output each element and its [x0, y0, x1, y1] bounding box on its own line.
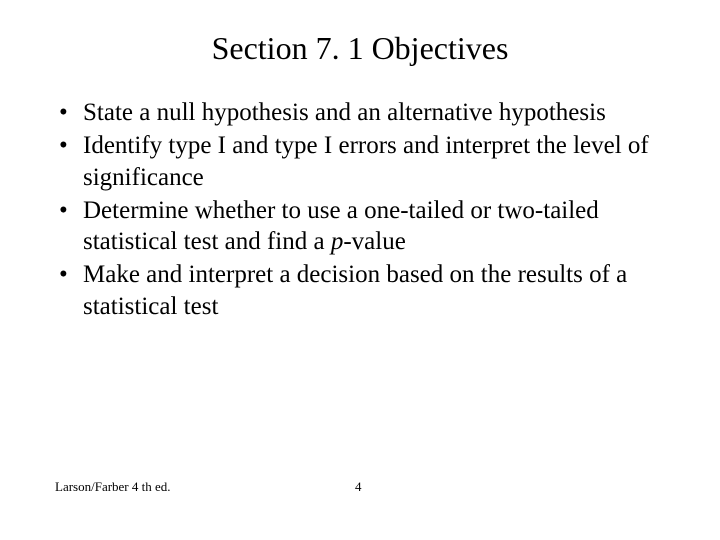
list-item: Make and interpret a decision based on t… [55, 259, 665, 322]
footer-source: Larson/Farber 4 th ed. [55, 479, 171, 495]
list-item-text: Make and interpret a decision based on t… [83, 261, 627, 319]
list-item-italic: p [331, 228, 344, 255]
slide-footer: Larson/Farber 4 th ed. 4 [55, 479, 665, 495]
list-item-text-after: -value [343, 228, 405, 255]
list-item: Identify type I and type I errors and in… [55, 130, 665, 193]
list-item: State a null hypothesis and an alternati… [55, 97, 665, 128]
footer-page-number: 4 [355, 479, 362, 495]
list-item: Determine whether to use a one-tailed or… [55, 195, 665, 258]
list-item-text: Identify type I and type I errors and in… [83, 132, 649, 190]
list-item-text: State a null hypothesis and an alternati… [83, 99, 606, 126]
objectives-list: State a null hypothesis and an alternati… [55, 97, 665, 322]
slide-title: Section 7. 1 Objectives [55, 30, 665, 67]
